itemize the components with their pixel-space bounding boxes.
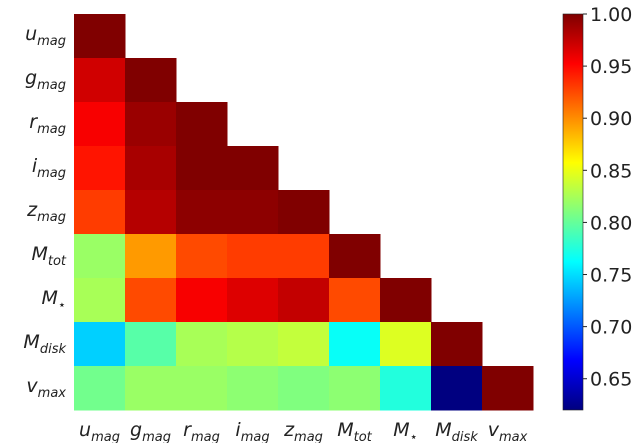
heatmap-cell [74,58,126,103]
heatmap-cell [176,102,228,147]
heatmap-cell [329,278,381,323]
heatmap-cell [74,146,126,191]
row-label: imag [32,155,66,181]
heatmap-cell [278,366,330,411]
colorbar-tick-label: 0.80 [590,212,632,234]
heatmap-cell [227,190,279,235]
column-labels: umag gmag rmag imag zmag Mtot M⋆ Mdisk vmax [79,419,528,443]
row-label: umag [25,23,66,49]
colorbar-tick-label: 0.90 [590,108,632,130]
heatmap-cell [74,190,126,235]
heatmap-cell [176,366,228,411]
heatmap-cell [176,322,228,367]
heatmap-cell [74,14,126,59]
colorbar: 0.65 0.70 0.75 0.80 0.85 0.90 0.95 1.00 [562,4,632,411]
column-label: gmag [130,419,171,443]
colorbar-tick-label: 0.65 [590,369,632,391]
column-label: vmax [488,419,528,443]
colorbar-tick-label: 0.70 [590,317,632,339]
heatmap-cell [380,322,432,367]
heatmap-cell [227,234,279,279]
heatmap-cell [329,322,381,367]
row-labels: umag gmag rmag imag zmag Mtot M⋆ Mdisk vmax [23,23,66,401]
colorbar-tick-label: 0.95 [590,56,632,78]
colorbar-tick-label: 0.75 [590,265,632,287]
column-label: M⋆ [393,419,418,443]
row-label: zmag [26,199,66,225]
row-label: Mdisk [23,331,66,357]
heatmap-cell [227,278,279,323]
colorbar-tick-label: 0.85 [590,160,632,182]
colorbar-ticks: 0.65 0.70 0.75 0.80 0.85 0.90 0.95 1.00 [583,4,632,391]
heatmap-cell [74,366,126,411]
heatmap-cell [227,146,279,191]
heatmap-cell [431,366,483,411]
row-label: gmag [25,67,66,93]
heatmap-cell [329,234,381,279]
column-label: zmag [283,419,323,443]
heatmap-cell [278,234,330,279]
heatmap-cell [380,278,432,323]
heatmap-cell [278,322,330,367]
heatmap-cell [278,190,330,235]
heatmap-cell [176,146,228,191]
heatmap-cell [125,322,177,367]
heatmap-cell [227,322,279,367]
column-label: Mtot [337,419,372,443]
heatmap-cell [74,322,126,367]
colorbar-gradient [562,13,584,411]
heatmap-cell [125,58,177,103]
heatmap-cell [74,234,126,279]
heatmap-cell [227,366,279,411]
heatmap-cells [74,14,534,411]
heatmap-cell [125,278,177,323]
heatmap-cell [125,190,177,235]
column-label: umag [79,419,120,443]
heatmap-cell [74,102,126,147]
heatmap-cell [380,366,432,411]
heatmap-cell [278,278,330,323]
column-label: rmag [183,419,220,443]
heatmap-cell [176,278,228,323]
heatmap-cell [125,146,177,191]
heatmap-cell [125,366,177,411]
row-label: rmag [29,111,66,137]
heatmap-cell [431,322,483,367]
heatmap-cell [125,234,177,279]
colorbar-tick-label: 1.00 [590,4,632,26]
heatmap-cell [125,102,177,147]
heatmap-cell [482,366,534,411]
heatmap-cell [176,190,228,235]
row-label: M⋆ [41,287,66,313]
column-label: Mdisk [435,419,478,443]
row-label: Mtot [31,243,66,269]
column-label: imag [235,419,269,443]
heatmap-cell [176,234,228,279]
row-label: vmax [26,375,66,401]
heatmap-cell [74,278,126,323]
heatmap-cell [329,366,381,411]
